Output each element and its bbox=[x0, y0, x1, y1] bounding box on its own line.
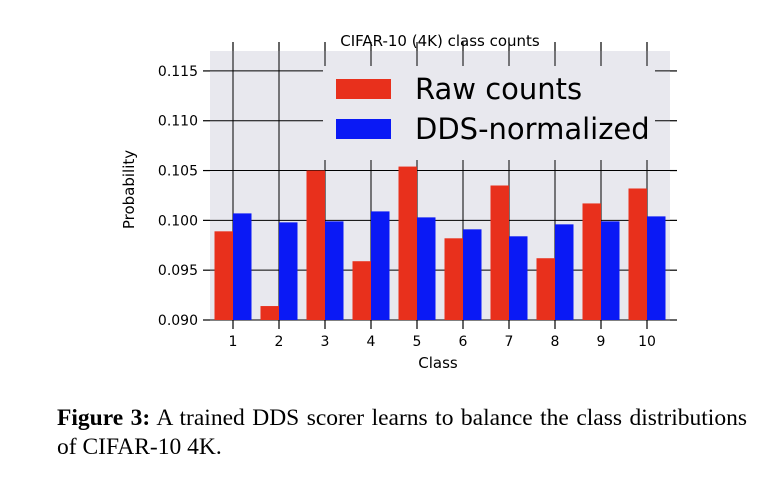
y-tick-label: 0.115 bbox=[158, 64, 198, 80]
legend-swatch bbox=[336, 79, 391, 99]
bar-raw-counts bbox=[260, 306, 279, 320]
bar-raw-counts bbox=[306, 170, 325, 320]
y-tick-label: 0.100 bbox=[158, 213, 198, 229]
bar-dds-normalized bbox=[555, 224, 574, 320]
x-tick-label: 5 bbox=[413, 334, 422, 350]
bar-chart: 0.090 0.095 0.100 0.105 0.110 0.115 1 2 3 4 5 6 7 8 9 1… bbox=[120, 32, 677, 372]
bar-dds-normalized bbox=[647, 216, 666, 320]
bar-raw-counts bbox=[444, 238, 463, 320]
x-tick-label: 2 bbox=[275, 334, 284, 350]
bar-raw-counts bbox=[536, 258, 555, 320]
bar-raw-counts bbox=[398, 166, 417, 320]
bar-raw-counts bbox=[214, 231, 233, 320]
x-tick-label: 3 bbox=[321, 334, 330, 350]
legend: Raw counts DDS-normalized bbox=[323, 66, 655, 160]
x-tick-label: 9 bbox=[597, 334, 606, 350]
legend-label: DDS-normalized bbox=[415, 112, 650, 146]
bar-raw-counts bbox=[582, 203, 601, 320]
bar-dds-normalized bbox=[233, 213, 252, 320]
axis-ticks: 0.090 0.095 0.100 0.105 0.110 0.115 1 2 3 4 5 6 7 8 9 1… bbox=[158, 42, 677, 350]
caption-label: Figure 3: bbox=[57, 405, 151, 431]
y-axis-label: Probability bbox=[120, 150, 138, 229]
legend-swatch bbox=[336, 119, 391, 139]
y-tick-label: 0.095 bbox=[158, 263, 198, 279]
y-tick-label: 0.090 bbox=[158, 313, 198, 329]
bar-raw-counts bbox=[490, 185, 509, 320]
x-tick-label: 7 bbox=[505, 334, 514, 350]
bar-dds-normalized bbox=[509, 236, 528, 320]
bars bbox=[214, 166, 666, 320]
bar-dds-normalized bbox=[371, 211, 390, 320]
caption-text: A trained DDS scorer learns to balance t… bbox=[57, 405, 747, 460]
chart-title: CIFAR-10 (4K) class counts bbox=[340, 32, 540, 50]
x-tick-label: 1 bbox=[229, 334, 238, 350]
bar-dds-normalized bbox=[279, 222, 298, 320]
x-axis-label: Class bbox=[418, 354, 458, 372]
x-tick-label: 4 bbox=[367, 334, 376, 350]
bar-dds-normalized bbox=[325, 221, 344, 320]
x-tick-label: 8 bbox=[551, 334, 560, 350]
y-tick-label: 0.105 bbox=[158, 164, 198, 180]
y-tick-label: 0.110 bbox=[158, 114, 198, 130]
x-tick-label: 10 bbox=[638, 334, 656, 350]
x-tick-label: 6 bbox=[459, 334, 468, 350]
bar-dds-normalized bbox=[463, 229, 482, 320]
figure-caption: Figure 3: A trained DDS scorer learns to… bbox=[57, 404, 747, 462]
legend-label: Raw counts bbox=[415, 72, 582, 106]
bar-dds-normalized bbox=[601, 221, 620, 320]
bar-raw-counts bbox=[352, 261, 371, 320]
bar-raw-counts bbox=[628, 188, 647, 320]
bar-dds-normalized bbox=[417, 217, 436, 320]
